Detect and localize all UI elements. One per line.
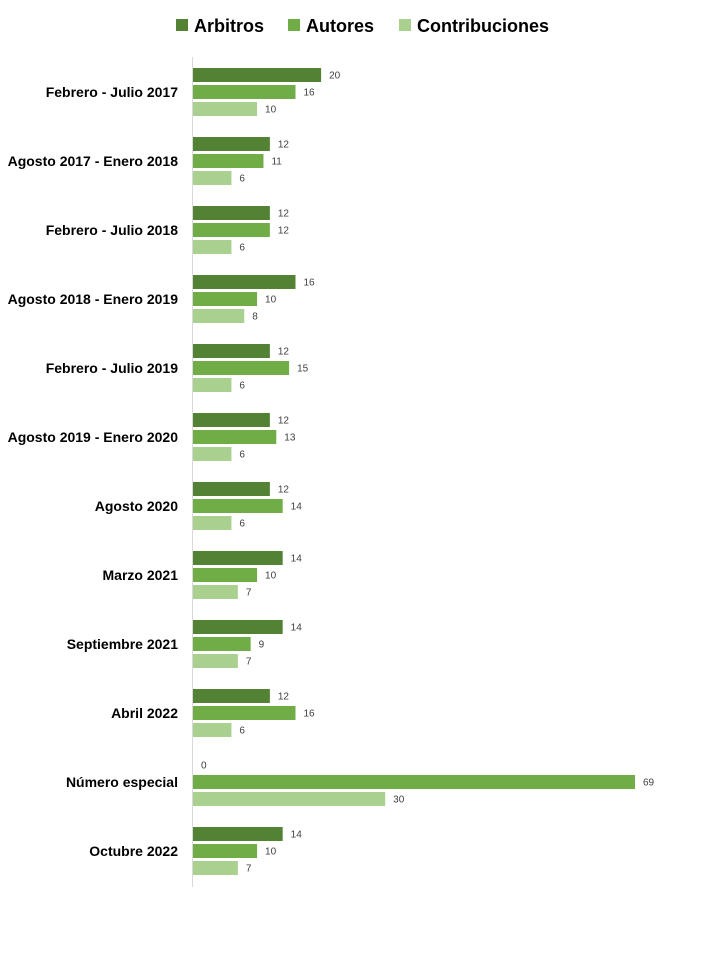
data-label-contribuciones: 7 — [246, 864, 252, 875]
bar-contribuciones — [193, 171, 232, 185]
bar-arbitros — [193, 413, 270, 427]
bar-contribuciones — [193, 792, 386, 806]
bar-contribuciones — [193, 516, 232, 530]
data-label-autores: 16 — [303, 709, 315, 720]
data-label-contribuciones: 6 — [239, 243, 245, 254]
bar-arbitros — [193, 206, 270, 220]
category-label: Abril 2022 — [111, 705, 178, 721]
category-label: Agosto 2019 - Enero 2020 — [8, 429, 179, 445]
bar-autores — [193, 223, 270, 237]
category-label: Agosto 2020 — [95, 498, 178, 514]
legend-swatch-autores — [288, 19, 300, 31]
bar-arbitros — [193, 689, 270, 703]
bar-contribuciones — [193, 240, 232, 254]
bar-arbitros — [193, 551, 283, 565]
data-label-arbitros: 14 — [291, 623, 303, 634]
data-label-autores: 10 — [265, 847, 277, 858]
category-label: Agosto 2017 - Enero 2018 — [8, 153, 179, 169]
bar-autores — [193, 706, 296, 720]
bar-contribuciones — [193, 861, 238, 875]
category-label: Octubre 2022 — [89, 843, 178, 859]
legend-label-arbitros: Arbitros — [194, 16, 264, 36]
category-label: Febrero - Julio 2018 — [46, 222, 178, 238]
legend-label-autores: Autores — [306, 16, 374, 36]
legend-swatch-contribuciones — [399, 19, 411, 31]
data-label-arbitros: 20 — [329, 71, 341, 82]
data-label-autores: 11 — [271, 157, 282, 168]
bar-arbitros — [193, 827, 283, 841]
category-label: Febrero - Julio 2017 — [46, 84, 178, 100]
data-label-autores: 69 — [643, 778, 655, 789]
data-label-contribuciones: 7 — [246, 588, 252, 599]
data-label-autores: 9 — [259, 640, 265, 651]
bar-contribuciones — [193, 585, 238, 599]
data-label-arbitros: 12 — [278, 416, 290, 427]
data-label-contribuciones: 6 — [239, 450, 245, 461]
category-label: Septiembre 2021 — [67, 636, 178, 652]
category-label: Marzo 2021 — [103, 567, 179, 583]
data-label-contribuciones: 6 — [239, 519, 245, 530]
data-label-arbitros: 12 — [278, 140, 290, 151]
bar-arbitros — [193, 68, 322, 82]
legend-label-contribuciones: Contribuciones — [417, 16, 549, 36]
data-label-autores: 10 — [265, 295, 277, 306]
chart-legend: Arbitros Autores Contribuciones — [176, 16, 549, 36]
data-label-arbitros: 12 — [278, 347, 290, 358]
data-label-contribuciones: 6 — [239, 174, 245, 185]
data-label-autores: 12 — [278, 226, 290, 237]
bar-autores — [193, 499, 283, 513]
data-label-arbitros: 0 — [201, 761, 207, 772]
bar-arbitros — [193, 137, 270, 151]
data-label-autores: 15 — [297, 364, 309, 375]
data-label-contribuciones: 6 — [239, 726, 245, 737]
bar-contribuciones — [193, 654, 238, 668]
bar-autores — [193, 154, 264, 168]
category-label: Febrero - Julio 2019 — [46, 360, 178, 376]
data-label-arbitros: 12 — [278, 692, 290, 703]
category-labels: Febrero - Julio 2017 Agosto 2017 - Enero … — [8, 84, 179, 859]
data-label-contribuciones: 10 — [265, 105, 277, 116]
bar-contribuciones — [193, 309, 245, 323]
bar-contribuciones — [193, 378, 232, 392]
category-label: Número especial — [66, 774, 178, 790]
bar-arbitros — [193, 275, 296, 289]
data-label-arbitros: 12 — [278, 209, 290, 220]
bar-contribuciones — [193, 102, 258, 116]
data-label-arbitros: 12 — [278, 485, 290, 496]
data-label-contribuciones: 8 — [252, 312, 258, 323]
data-label-autores: 13 — [284, 433, 296, 444]
bar-autores — [193, 85, 296, 99]
bar-autores — [193, 361, 290, 375]
bar-autores — [193, 430, 277, 444]
data-label-autores: 10 — [265, 571, 277, 582]
bar-autores — [193, 292, 258, 306]
data-label-contribuciones: 7 — [246, 657, 252, 668]
category-label: Agosto 2018 - Enero 2019 — [8, 291, 179, 307]
bar-arbitros — [193, 620, 283, 634]
bar-autores — [193, 568, 258, 582]
data-label-contribuciones: 30 — [393, 795, 405, 806]
data-label-arbitros: 14 — [291, 830, 303, 841]
bar-arbitros — [193, 482, 270, 496]
data-label-arbitros: 14 — [291, 554, 303, 565]
bar-autores — [193, 637, 251, 651]
data-label-arbitros: 16 — [303, 278, 315, 289]
legend-swatch-arbitros — [176, 19, 188, 31]
bar-contribuciones — [193, 723, 232, 737]
bar-autores — [193, 775, 635, 789]
data-label-contribuciones: 6 — [239, 381, 245, 392]
bars — [193, 68, 635, 875]
data-label-autores: 14 — [291, 502, 303, 513]
data-label-autores: 16 — [303, 88, 315, 99]
bar-arbitros — [193, 344, 270, 358]
data-labels: 2016101211612126161081215612136121461410… — [201, 71, 655, 875]
bar-contribuciones — [193, 447, 232, 461]
bar-autores — [193, 844, 258, 858]
